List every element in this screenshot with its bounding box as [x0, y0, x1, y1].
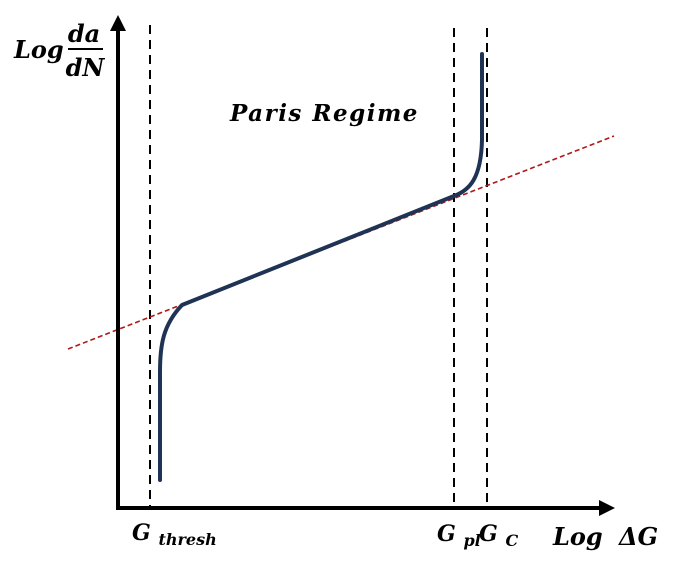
threshold-marker-base: G [132, 520, 151, 546]
x-axis-label-symbol: ΔG [618, 522, 658, 551]
y-axis-label-prefix: Log [13, 35, 64, 64]
critical-marker-base: G [479, 521, 498, 547]
x-axis-label: Log ΔG [552, 522, 658, 551]
threshold-marker-label: G thresh [132, 520, 217, 549]
paris-regime-label: Paris Regime [229, 100, 419, 127]
critical-marker-subscript: C [505, 531, 518, 550]
y-axis-arrowhead-icon [110, 15, 126, 31]
plastic-marker-subscript: pl [463, 531, 480, 550]
x-axis-label-prefix: Log [552, 522, 603, 551]
plastic-marker-base: G [437, 521, 456, 547]
paris-fit-line [67, 135, 615, 350]
critical-marker-label: G C [479, 521, 518, 550]
x-axis-arrowhead-icon [599, 500, 615, 516]
threshold-marker-subscript: thresh [158, 530, 216, 549]
plastic-marker-label: G pl [437, 521, 481, 550]
crack-growth-curve [158, 52, 484, 482]
y-axis-label-denominator: dN [66, 53, 106, 82]
y-axis-label-numerator: da [68, 19, 100, 48]
